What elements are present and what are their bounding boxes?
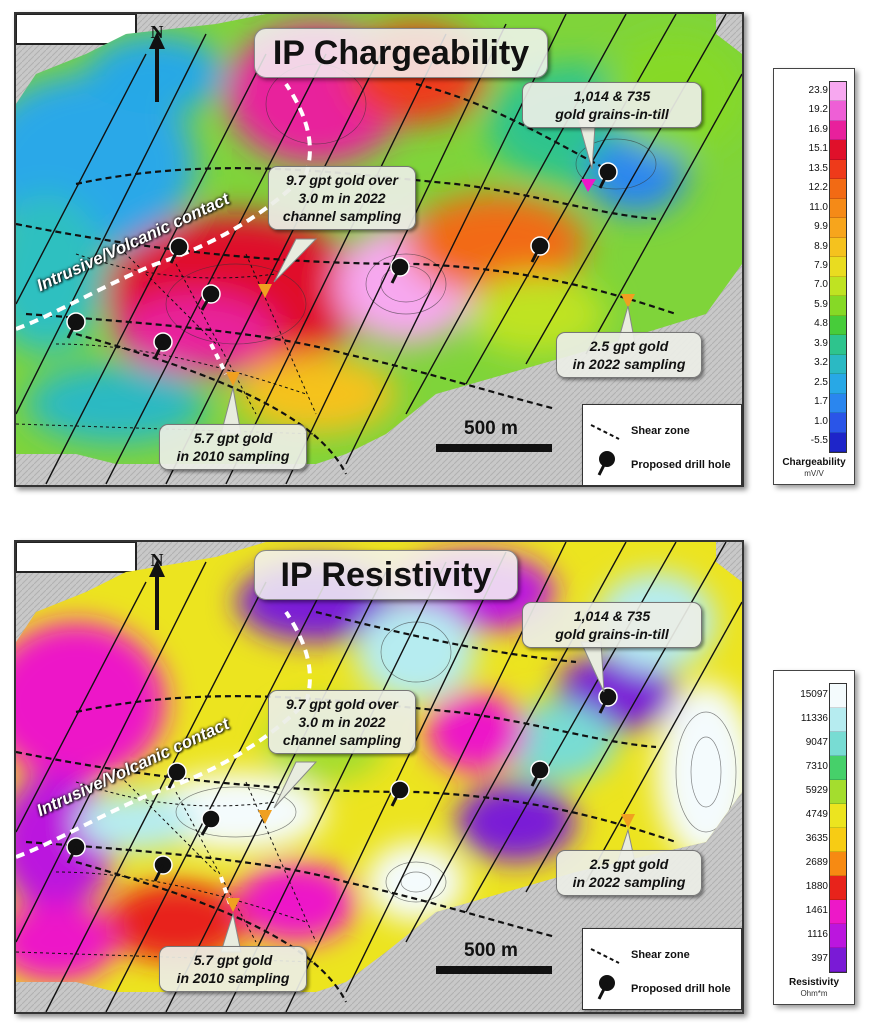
scale-bar-label: 500 m xyxy=(464,940,518,961)
scale-bar xyxy=(436,966,552,974)
colorbar-tick-label: 7310 xyxy=(805,761,828,772)
resistivity-colorbar-unit: Ohm*m xyxy=(800,989,828,998)
colorbar-tick-label: 19.2 xyxy=(808,104,828,116)
map-title: IP Chargeability xyxy=(254,28,548,78)
colorbar-tick-label: 2689 xyxy=(805,857,828,868)
resistivity-colorbar-labels: 15097 11336 9047 7310 5929 4749 3635 2689 1880 14… xyxy=(774,683,832,971)
chargeability-colorbar-title: Chargeability xyxy=(782,457,846,468)
colorbar-tick-label: 3.9 xyxy=(814,337,828,349)
map-title: IP Resistivity xyxy=(254,550,518,600)
north-arrow-label: N xyxy=(150,22,164,42)
colorbar-swatch xyxy=(830,852,846,876)
colorbar-swatch xyxy=(830,924,846,948)
colorbar-tick-label: 15097 xyxy=(800,689,828,700)
colorbar-swatch xyxy=(830,120,846,141)
colorbar-swatch xyxy=(830,315,846,336)
colorbar-tick-label: -5.5 xyxy=(810,435,828,447)
colorbar-swatch xyxy=(830,393,846,414)
callout-gold-grains: 1,014 & 735 gold grains-in-till xyxy=(522,602,702,648)
legend-drill-hole-label: Proposed drill hole xyxy=(631,983,731,995)
colorbar-swatch xyxy=(830,101,846,121)
colorbar-tick-label: 15.1 xyxy=(808,143,828,155)
colorbar-swatch xyxy=(830,296,846,316)
colorbar-tick-label: 11336 xyxy=(800,713,828,724)
colorbar-tick-label: 7.9 xyxy=(814,260,828,271)
colorbar-swatch xyxy=(830,732,846,756)
callout-2010-sampling: 5.7 gpt gold in 2010 sampling xyxy=(159,424,307,470)
colorbar-swatch xyxy=(830,900,846,924)
colorbar-tick-label: 1.7 xyxy=(814,396,828,408)
colorbar-tick-label: 4749 xyxy=(805,809,828,820)
colorbar-swatch xyxy=(830,218,846,238)
colorbar-tick-label: 13.5 xyxy=(808,162,828,174)
colorbar-swatch xyxy=(830,876,846,900)
legend-symbols xyxy=(590,424,620,476)
callout-2010-sampling: 5.7 gpt gold in 2010 sampling xyxy=(159,946,307,992)
resistivity-colorbar-swatches xyxy=(829,683,847,973)
colorbar-swatch xyxy=(830,140,846,160)
colorbar-tick-label: 397 xyxy=(811,953,828,964)
colorbar-swatch xyxy=(830,237,846,258)
colorbar-tick-label: 3.2 xyxy=(814,357,828,369)
colorbar-tick-label: 23.9 xyxy=(808,84,828,96)
colorbar-swatch xyxy=(830,354,846,375)
map-legend: Shear zone Proposed drill hole xyxy=(582,404,742,485)
colorbar-swatch xyxy=(830,828,846,852)
colorbar-swatch xyxy=(830,198,846,219)
colorbar-tick-label: 12.2 xyxy=(808,182,828,194)
colorbar-tick-label: 1461 xyxy=(805,905,828,916)
colorbar-tick-label: 5.9 xyxy=(814,298,828,310)
colorbar-tick-label: 5929 xyxy=(805,785,828,796)
colorbar-tick-label: 1116 xyxy=(807,929,828,940)
colorbar-tick-label: 1880 xyxy=(805,881,828,892)
colorbar-tick-label: 9.9 xyxy=(814,221,828,233)
legend-shear-zone-label: Shear zone xyxy=(631,425,690,437)
colorbar-swatch xyxy=(830,684,846,708)
colorbar-swatch xyxy=(830,374,846,394)
legend-symbols xyxy=(590,948,620,1000)
north-arrow-label: N xyxy=(150,550,164,570)
chargeability-map-panel: N IP Chargeability Intrusive/Volcanic co… xyxy=(14,12,744,487)
callout-2022-sampling: 2.5 gpt gold in 2022 sampling xyxy=(556,850,702,896)
colorbar-tick-label: 2.5 xyxy=(814,376,828,388)
colorbar-tick-label: 9047 xyxy=(805,737,828,748)
colorbar-swatch xyxy=(830,756,846,780)
colorbar-swatch xyxy=(830,335,846,355)
callout-2022-sampling: 2.5 gpt gold in 2022 sampling xyxy=(556,332,702,378)
colorbar-tick-label: 3635 xyxy=(805,833,828,844)
scale-bar-label: 500 m xyxy=(464,418,518,439)
colorbar-swatch xyxy=(830,948,846,972)
colorbar-tick-label: 7.0 xyxy=(814,279,828,291)
colorbar-tick-label: 4.8 xyxy=(814,318,828,330)
colorbar-swatch xyxy=(830,432,846,452)
callout-channel-sampling: 9.7 gpt gold over 3.0 m in 2022 channel sa… xyxy=(268,166,416,230)
chargeability-colorbar-labels: 23.9 19.2 16.9 15.1 13.5 12.2 11.0 9.9 8.9 7.9 7.0… xyxy=(774,81,832,451)
callout-gold-grains: 1,014 & 735 gold grains-in-till xyxy=(522,82,702,128)
colorbar-swatch xyxy=(830,257,846,277)
scale-bar xyxy=(436,444,552,452)
resistivity-map-panel: N IP Resistivity Intrusive/Volcanic cont… xyxy=(14,540,744,1014)
chargeability-colorbar-swatches xyxy=(829,81,847,453)
callout-channel-sampling: 9.7 gpt gold over 3.0 m in 2022 channel sa… xyxy=(268,690,416,754)
map-legend: Shear zone Proposed drill hole xyxy=(582,928,742,1010)
colorbar-swatch xyxy=(830,179,846,199)
colorbar-swatch xyxy=(830,804,846,828)
colorbar-swatch xyxy=(830,82,846,102)
colorbar-swatch xyxy=(830,780,846,804)
resistivity-colorbar: 15097 11336 9047 7310 5929 4749 3635 2689 1880 14… xyxy=(773,670,855,1005)
colorbar-tick-label: 11.0 xyxy=(809,201,828,213)
colorbar-swatch xyxy=(830,708,846,732)
legend-drill-hole-label: Proposed drill hole xyxy=(631,459,731,471)
resistivity-colorbar-title: Resistivity xyxy=(788,977,840,988)
legend-shear-zone-label: Shear zone xyxy=(631,949,690,961)
chargeability-colorbar: 23.9 19.2 16.9 15.1 13.5 12.2 11.0 9.9 8.9 7.9 7.0… xyxy=(773,68,855,485)
colorbar-swatch xyxy=(830,413,846,433)
colorbar-swatch xyxy=(830,276,846,297)
colorbar-tick-label: 8.9 xyxy=(814,240,828,252)
colorbar-swatch xyxy=(830,159,846,180)
colorbar-tick-label: 16.9 xyxy=(808,123,828,135)
chargeability-colorbar-unit: mV/V xyxy=(804,469,824,478)
colorbar-tick-label: 1.0 xyxy=(814,415,828,427)
